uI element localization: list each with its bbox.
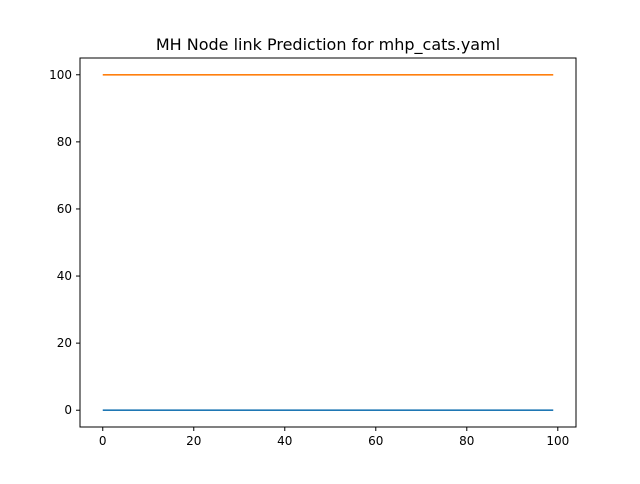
x-tick-label: 100 xyxy=(546,434,569,448)
series-layer xyxy=(102,73,554,412)
y-tick-label: 80 xyxy=(57,135,72,149)
y-tick-label: 60 xyxy=(57,202,72,216)
ticks-layer: 0 20 40 60 80 100 0 20 40 60 80 100 xyxy=(49,68,569,448)
y-tick-label: 0 xyxy=(64,403,72,417)
x-tick-label: 0 xyxy=(99,434,107,448)
x-tick-label: 80 xyxy=(459,434,474,448)
y-tick-label: 20 xyxy=(57,336,72,350)
x-tick-label: 20 xyxy=(186,434,201,448)
x-tick-label: 40 xyxy=(277,434,292,448)
chart-title: MH Node link Prediction for mhp_cats.yam… xyxy=(156,35,500,55)
x-tick-label: 60 xyxy=(368,434,383,448)
plot-frame xyxy=(79,57,577,428)
y-tick-label: 100 xyxy=(49,68,72,82)
y-tick-label: 40 xyxy=(57,269,72,283)
